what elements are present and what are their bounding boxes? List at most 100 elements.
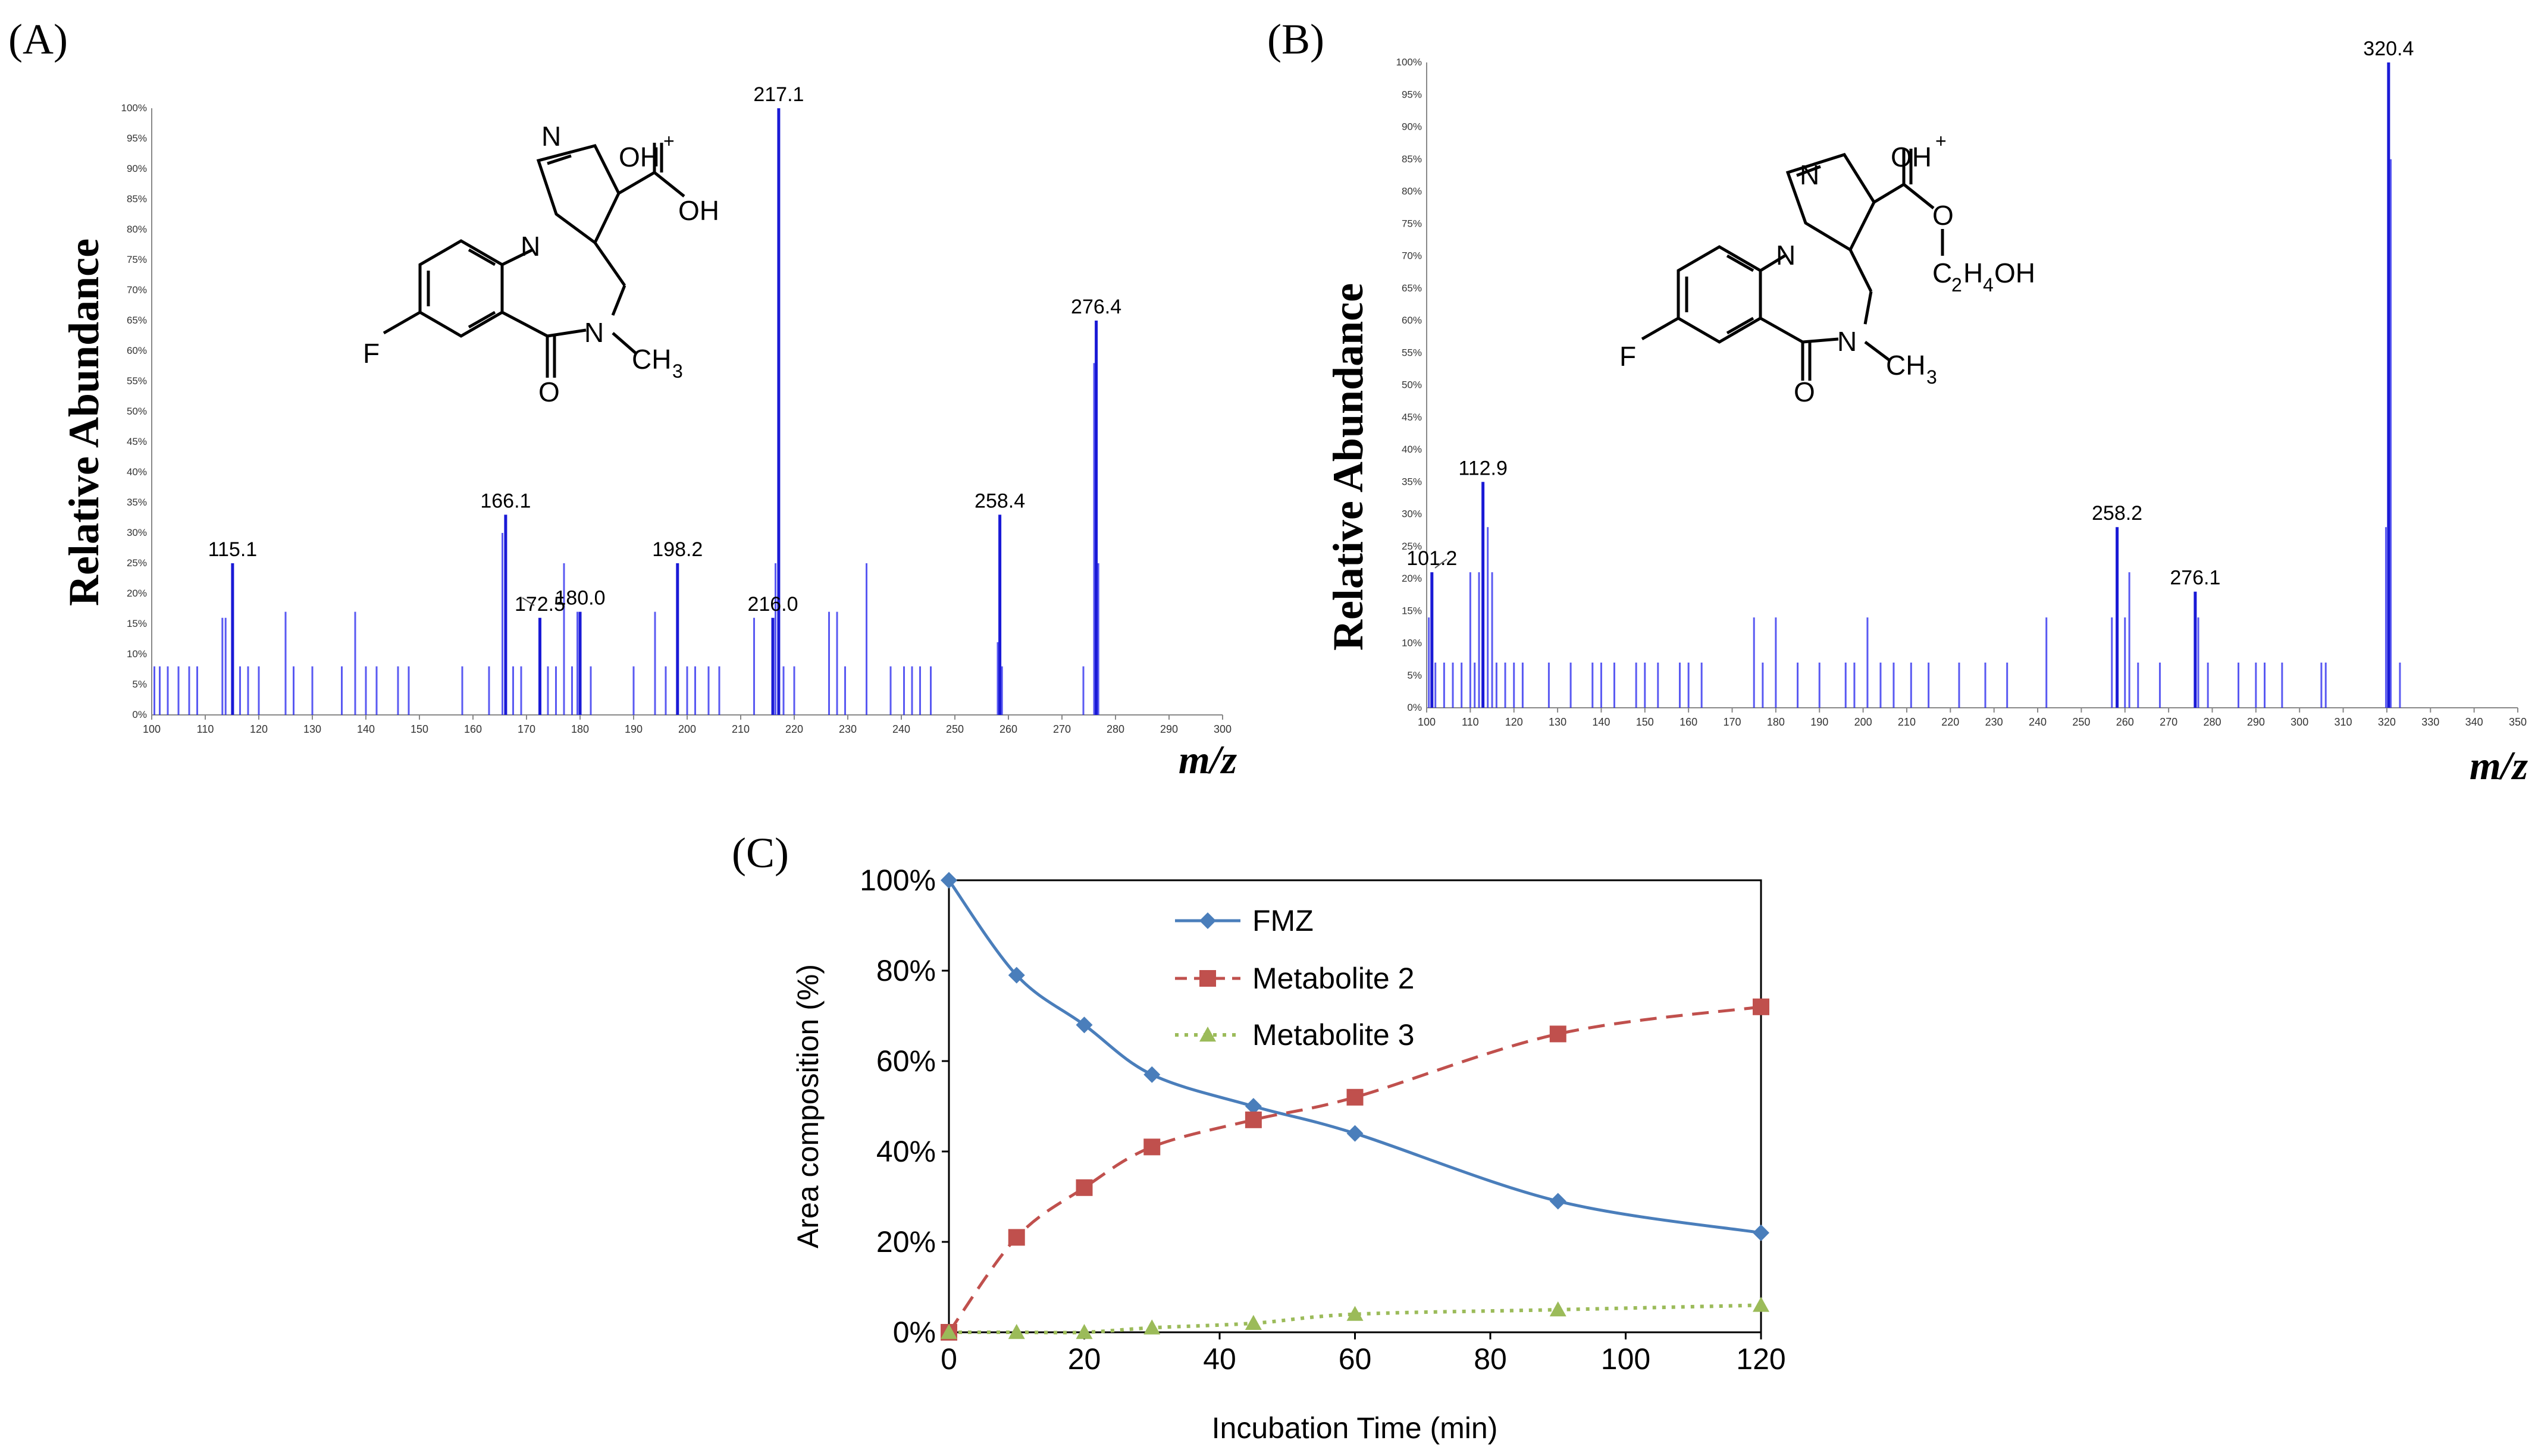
spectrum-b-x-label: m/z [2470,743,2528,788]
structure-a-bond-nme-ch2 [611,285,626,316]
spectrum-a-peak-label-172-5: 172.5 [515,593,565,616]
structure-b-n-top: N [1800,159,1819,190]
spectrum-a-x-tick-230: 230 [839,723,857,735]
structure-b-f: F [1619,341,1636,372]
structure-a-bond-co [501,310,549,338]
spectrum-a-y-tick-75: 75% [127,254,147,265]
spectrum-a-y-tick-35: 35% [127,497,147,508]
spectrum-a-peak-label-216: 216.0 [747,593,798,616]
structure-b-bond-nme-ch3 [1864,341,1890,361]
timecourse-point-metabolite-3-0 [941,1324,957,1339]
panel-label-a: (A) [8,15,68,63]
structure-b [1641,149,1944,381]
spectrum-a-y-tick-90: 90% [127,163,147,174]
structure-b-benzene-inner-3 [1726,254,1754,272]
spectrum-b-y-tick-75: 75% [1402,218,1422,229]
spectrum-b-y-tick-40: 40% [1402,444,1422,455]
timecourse-point-metabolite-2-10 [1008,1229,1025,1246]
structure-a-imidazole-inner [547,154,572,165]
timecourse-x-tick-60: 60 [1339,1342,1372,1376]
timecourse-y-tick-60: 60% [876,1044,936,1078]
structure-a-bond-ch2-c [593,241,626,287]
structure-a [383,143,685,378]
spectrum-b-x-tick-150: 150 [1636,716,1654,728]
spectrum-a-y-tick-100: 100% [121,102,147,114]
spectrum-b-x-tick-130: 130 [1549,716,1566,728]
structure-b-bond-c-nme [1802,337,1839,344]
timecourse-y-tick-80: 80% [876,954,936,987]
timecourse-point-metabolite-2-60 [1346,1088,1364,1106]
structure-a-benzene-ring [418,239,504,338]
timecourse-x-tick-20: 20 [1068,1342,1101,1376]
spectrum-b-x-tick-160: 160 [1680,716,1697,728]
spectrum-a-x-tick-260: 260 [999,723,1017,735]
spectrum-a-x-tick-190: 190 [625,723,643,735]
spectrum-a-x-tick-100: 100 [143,723,161,735]
timecourse-point-metabolite-3-45 [1245,1314,1262,1330]
spectrum-a-x-tick-110: 110 [197,723,214,735]
structure-b-bond-ring-n [1759,254,1786,272]
spectrum-a-y-tick-25: 25% [127,557,147,569]
spectrum-b-x-tick-260: 260 [2116,716,2134,728]
structure-b-o: O [1794,376,1815,407]
spectrum-b-y-label: Relative Abundance [1324,283,1372,651]
spectrum-b-x-tick-100: 100 [1418,716,1436,728]
spectrum-b-x-tick-280: 280 [2203,716,2221,728]
structure-a-bond-ring-n [501,248,534,266]
structure-a-f: F [363,338,380,369]
timecourse-y-tick-40: 40% [876,1135,936,1168]
structure-b-bond-nme-ch2 [1863,291,1873,325]
spectrum-a-x-tick-170: 170 [518,723,535,735]
spectrum-b-peak-label-258-2: 258.2 [2092,502,2142,525]
spectrum-a-y-tick-0: 0% [132,709,147,720]
spectrum-a-y-label: Relative Abundance [60,239,108,606]
spectrum-a-y-tick-85: 85% [127,193,147,205]
spectrum-b-x-tick-270: 270 [2160,716,2177,728]
structure-b-chain-c: C [1932,258,1952,288]
legend-marker-fmz [1199,912,1216,929]
spectrum-b-peak-label-112-9: 112.9 [1458,457,1508,479]
legend-marker-metabolite-3 [1199,1027,1216,1042]
spectrum-a-y-tick-5: 5% [132,679,147,690]
timecourse-line-fmz [947,879,1762,1235]
structure-b-ester-o: O [1932,200,1954,231]
legend-label-fmz: FMZ [1252,904,1314,937]
spectrum-a-y-tick-95: 95% [127,133,147,144]
spectrum-a-y-tick-20: 20% [127,588,147,599]
timecourse-point-metabolite-3-30 [1143,1319,1161,1335]
timecourse-point-metabolite-3-120 [1753,1297,1769,1312]
structure-a-bond-nme-ch3 [612,332,638,355]
structure-a-plus: + [663,130,675,152]
spectrum-a-label-leader-172-5 [522,597,535,606]
structure-b-oh-plus: OH [1891,142,1932,172]
structure-b-benzene-inner-2 [1726,316,1754,335]
spectrum-b-x-tick-210: 210 [1898,716,1916,728]
structure-b-bond-ester-oc [1903,183,1935,209]
spectrum-a-y-tick-65: 65% [127,315,147,326]
spectrum-b-y-tick-5: 5% [1407,670,1422,681]
structure-b-bond-ester [1873,183,1905,204]
timecourse-point-fmz-60 [1346,1125,1364,1142]
timecourse-point-metabolite-3-20 [1076,1324,1093,1339]
spectrum-b-y-tick-55: 55% [1402,347,1422,358]
spectrum-b-y-tick-10: 10% [1402,638,1422,649]
spectrum-a-x-label: m/z [1179,737,1237,782]
structure-b-labels: OH + O C 2 H 4 OH N N N F O CH 3 [1619,130,2035,407]
structure-b-ch3-sub: 3 [1926,366,1937,388]
spectrum-a-x-tick-130: 130 [303,723,321,735]
spectrum-a-y-tick-50: 50% [127,406,147,417]
spectrum-b-y-tick-70: 70% [1402,250,1422,262]
spectrum-a-x-tick-290: 290 [1160,723,1178,735]
structure-a-imidazole-ring [536,144,621,245]
spectrum-a: Relative Abundance m/z 0% 5% 10% 15% 20% 25% 3… [60,83,1237,782]
spectrum-a-x-tick-270: 270 [1053,723,1071,735]
panel-label-b: (B) [1267,15,1324,63]
legend-label-metabolite-2: Metabolite 2 [1252,962,1414,995]
structure-b-bond-ch2-c [1848,249,1873,293]
spectrum-a-peak-label-258-4: 258.4 [975,489,1025,512]
timecourse-point-fmz-0 [941,872,957,889]
spectrum-a-y-tick-45: 45% [127,436,147,447]
structure-a-oh-plus: OH [619,142,660,172]
timecourse-point-fmz-30 [1143,1066,1161,1083]
